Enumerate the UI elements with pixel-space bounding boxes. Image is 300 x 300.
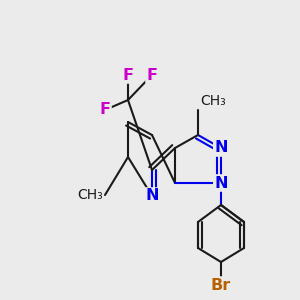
Text: CH₃: CH₃ xyxy=(77,188,103,202)
Text: F: F xyxy=(146,68,158,82)
Text: N: N xyxy=(214,140,228,155)
Text: N: N xyxy=(214,176,228,190)
Text: CH₃: CH₃ xyxy=(200,94,226,108)
Text: N: N xyxy=(145,188,159,203)
Text: F: F xyxy=(100,103,110,118)
Text: F: F xyxy=(122,68,134,82)
Text: Br: Br xyxy=(211,278,231,292)
